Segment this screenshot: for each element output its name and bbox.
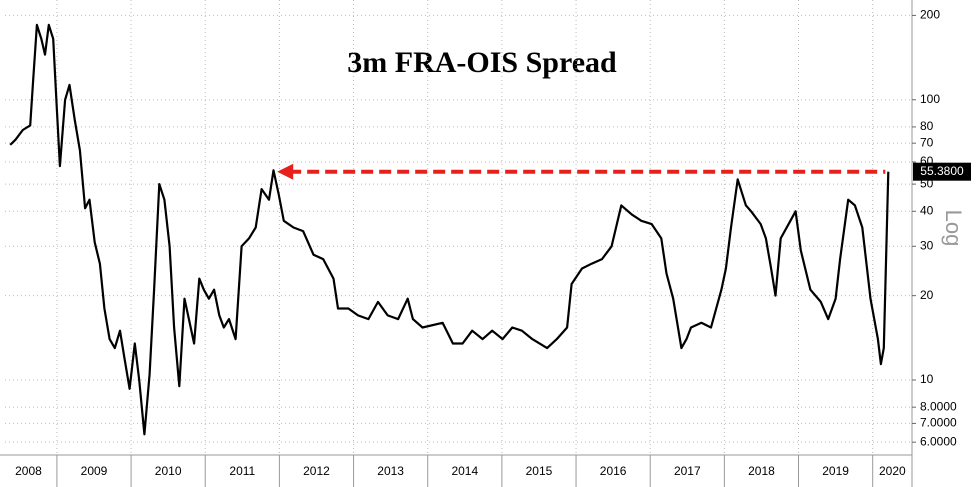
chart-title: 3m FRA-OIS Spread [347,46,617,79]
y-axis-label: Log [941,210,966,247]
x-tick-label: 2012 [303,464,330,478]
y-tick-label: 70 [920,135,934,149]
y-tick-label: 6.0000 [920,434,957,448]
data-line [9,23,890,436]
arrow-head [277,163,294,180]
x-tick-label: 2018 [748,464,775,478]
x-tick-label: 2014 [451,464,478,478]
y-tick-label: 100 [920,92,940,106]
y-tick-label: 200 [920,8,940,22]
x-tick-label: 2019 [822,464,849,478]
x-tick-label: 2020 [879,464,906,478]
last-value-tag [913,162,971,181]
x-tick-label: 2011 [229,464,255,478]
x-tick-label: 2015 [526,464,553,478]
x-tick-label: 2013 [377,464,404,478]
x-tick-label: 2017 [674,464,701,478]
y-tick-label: 7.0000 [920,416,957,430]
x-tick-label: 2008 [15,464,42,478]
x-tick-label: 2010 [155,464,182,478]
last-value-label: 55.3800 [920,164,964,178]
y-tick-label: 30 [920,238,934,252]
y-tick-label: 8.0000 [920,399,957,413]
y-tick-label: 20 [920,288,934,302]
y-tick-label: 40 [920,203,934,217]
y-tick-label: 10 [920,372,934,386]
y-tick-label: 80 [920,119,934,133]
x-tick-label: 2009 [81,464,108,478]
x-tick-label: 2016 [600,464,627,478]
